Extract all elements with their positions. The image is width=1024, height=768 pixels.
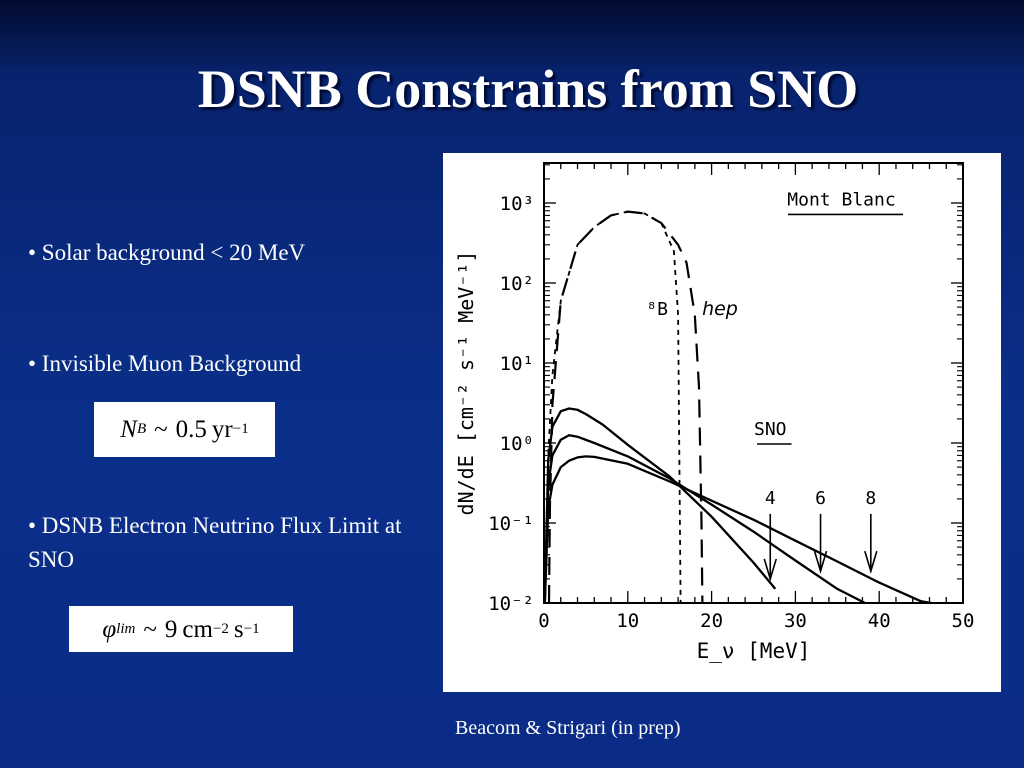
slide-title: DSNB Constrains from SNO <box>197 59 859 119</box>
x-tick-label: 0 <box>538 610 549 632</box>
formula-flux-unit1: cm <box>182 615 213 643</box>
y-tick-label: 10² <box>500 273 534 295</box>
annotation-label: ⁸B <box>646 299 668 320</box>
series-line-0 <box>544 210 682 603</box>
y-axis-label: dN/dE [cm⁻² s⁻¹ MeV⁻¹] <box>454 251 478 516</box>
figure-caption: Beacom & Strigari (in prep) <box>455 717 681 739</box>
series-line-1 <box>547 210 704 603</box>
x-tick-label: 30 <box>784 610 807 632</box>
annotation-label: SNO <box>754 419 787 440</box>
limit-arrow-head <box>864 550 878 574</box>
annotation-label: Mont Blanc <box>787 189 895 210</box>
spectrum-chart: 0 10 20 30 40 50 10⁻² 10⁻¹ 10⁰ 10¹ 10² 10³ E_ν [MeV]… <box>443 153 1001 692</box>
series-line-4 <box>544 455 932 603</box>
y-tick-label: 10⁰ <box>500 433 534 455</box>
formula-muon-unit: yr <box>211 416 233 443</box>
bullet-dsnb-flux-limit: • DSNB Electron Neutrino Flux Limit at S… <box>28 513 402 572</box>
limit-arrow-label: 4 <box>765 488 776 509</box>
y-tick-label: 10⁻² <box>488 593 534 615</box>
formula-muon-exp: −1 <box>232 421 249 437</box>
formula-flux-sub: lim <box>116 620 136 637</box>
formula-muon-sub: B <box>136 421 147 437</box>
bullet-solar-background: • Solar background < 20 MeV <box>28 240 306 265</box>
limit-arrow-label: 8 <box>865 488 876 509</box>
formula-flux-unit2: s <box>233 615 244 643</box>
formula-flux-value: 9 <box>164 615 178 643</box>
formula-flux-limit: φ lim ~ 9 cm −2 s −1 <box>69 606 293 652</box>
limit-arrow-label: 6 <box>815 488 826 509</box>
bullet-muon-background: • Invisible Muon Background <box>28 351 302 376</box>
plot-frame <box>543 162 964 604</box>
limit-arrow-head <box>763 558 778 582</box>
annotation-label: hep <box>702 298 738 320</box>
y-tick-label: 10⁻¹ <box>488 513 534 535</box>
formula-muon-value: 0.5 <box>175 416 207 443</box>
x-tick-label: 10 <box>616 610 639 632</box>
limit-arrow-head <box>813 550 828 574</box>
y-tick-label: 10³ <box>500 193 534 215</box>
x-tick-label: 50 <box>952 610 975 632</box>
spectrum-chart-svg: 0 10 20 30 40 50 10⁻² 10⁻¹ 10⁰ 10¹ 10² 10³ E_ν [MeV]… <box>454 162 975 663</box>
formula-flux-exp2: −1 <box>243 620 260 637</box>
formula-muon-rel: ~ <box>154 416 168 443</box>
x-tick-label: 20 <box>700 610 723 632</box>
series-line-2 <box>544 407 777 603</box>
x-axis-label: E_ν [MeV] <box>697 639 811 663</box>
series-line-3 <box>544 434 866 603</box>
x-tick-label: 40 <box>868 610 891 632</box>
formula-flux-symbol: φ <box>102 615 117 643</box>
formula-muon-symbol: N <box>120 416 137 443</box>
formula-flux-exp1: −2 <box>212 620 229 637</box>
formula-flux-rel: ~ <box>143 615 157 643</box>
y-tick-label: 10¹ <box>500 353 534 375</box>
